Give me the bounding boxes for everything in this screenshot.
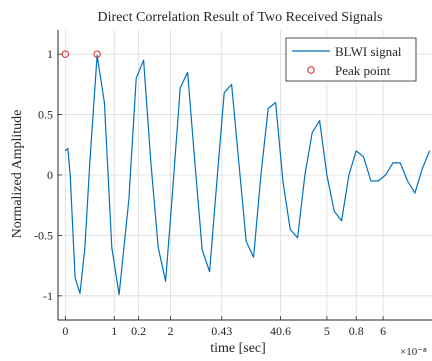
chart-title: Direct Correlation Result of Two Receive… — [98, 10, 383, 25]
y-tick-label: 0.5 — [38, 108, 53, 122]
x-tick-label: 0 — [62, 324, 68, 338]
x-tick-label: 6 — [380, 324, 386, 338]
peak-marker — [93, 50, 101, 58]
peak-marker — [61, 50, 70, 58]
x-axis-exponent: ×10⁻⁸ — [400, 346, 427, 358]
legend-label-peak: Peak point — [335, 63, 391, 78]
y-tick-label: 0 — [47, 168, 53, 182]
legend-box — [285, 37, 417, 82]
legend: BLWI signal Peak point — [285, 37, 417, 82]
axes — [57, 30, 432, 321]
x-tick-label: 1 — [111, 324, 117, 338]
legend-peak-sample — [307, 66, 315, 74]
x-tick-label: 0.2 — [131, 324, 146, 338]
legend-label-series: BLWI signal — [335, 44, 402, 59]
series-group — [64, 54, 431, 296]
y-tick-label: -1 — [43, 289, 53, 303]
x-tick-label: 2 — [167, 324, 173, 338]
x-axis-label: time [sec] — [210, 341, 266, 356]
x-tick-label: 0.8 — [349, 324, 364, 338]
series-line — [64, 54, 431, 296]
y-tick-label: -0.5 — [34, 228, 53, 242]
y-axis-label: Normalized Amplitude — [10, 110, 25, 239]
x-tick-label: 5 — [324, 324, 330, 338]
x-tick-label: 40.6 — [270, 324, 291, 338]
y-tick-label: 1 — [47, 47, 53, 61]
x-tick-label: 0.43 — [211, 324, 232, 338]
peak-markers — [61, 50, 101, 58]
